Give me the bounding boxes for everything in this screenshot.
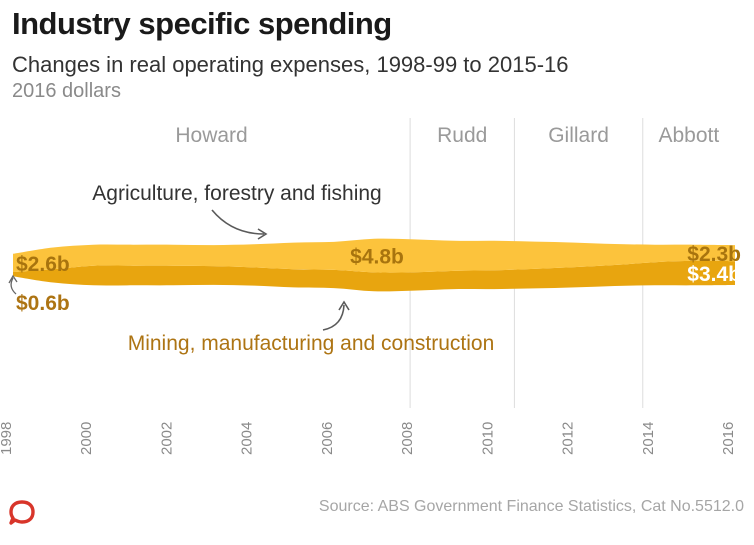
annotation-agriculture-arrowhead (257, 228, 268, 240)
x-tick-2008: 2008 (399, 422, 416, 455)
x-tick-2002: 2002 (158, 422, 175, 455)
x-tick-2006: 2006 (319, 422, 336, 455)
annotation-mining-arrowhead (338, 300, 350, 311)
chart-units: 2016 dollars (12, 80, 121, 102)
conversation-logo-icon[interactable] (9, 499, 35, 525)
value-label-26b: $2.6b (16, 253, 70, 276)
x-tick-2014: 2014 (640, 422, 657, 455)
x-tick-2012: 2012 (560, 422, 577, 455)
x-tick-2000: 2000 (78, 422, 95, 455)
x-tick-2016: 2016 (720, 422, 737, 455)
x-tick-2010: 2010 (479, 422, 496, 455)
annotation-start-arrow (10, 277, 17, 295)
era-label-howard: Howard (175, 124, 247, 147)
x-tick-1998: 1998 (0, 422, 15, 455)
source-note: Source: ABS Government Finance Statistic… (318, 498, 744, 515)
value-label-06b: $0.6b (16, 292, 70, 315)
era-label-rudd: Rudd (437, 124, 487, 147)
series-agriculture-area (13, 238, 735, 273)
chart-title: Industry specific spending (12, 6, 392, 41)
annotation-start-arrowhead (8, 274, 18, 284)
era-label-gillard: Gillard (548, 124, 609, 147)
chart-subtitle: Changes in real operating expenses, 1998… (12, 52, 569, 77)
series-mining-area (13, 260, 735, 292)
value-label-23b: $2.3b (687, 243, 741, 266)
era-label-abbott: Abbott (659, 124, 720, 147)
annotation-mining-arrow (322, 304, 345, 331)
annotation-agriculture-arrow (211, 209, 265, 235)
annotation-mining: Mining, manufacturing and construction (128, 332, 495, 355)
annotation-agriculture: Agriculture, forestry and fishing (92, 182, 381, 205)
value-label-48b: $4.8b (350, 246, 404, 269)
value-label-34b: $3.4b (687, 263, 741, 286)
x-tick-2004: 2004 (239, 422, 256, 455)
